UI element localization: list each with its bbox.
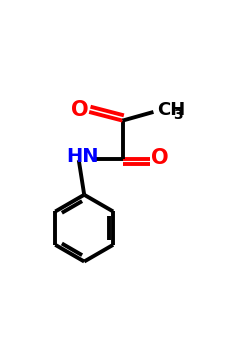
Text: O: O bbox=[151, 148, 169, 168]
Text: O: O bbox=[71, 100, 88, 120]
Text: CH: CH bbox=[157, 101, 186, 119]
Text: HN: HN bbox=[66, 147, 98, 166]
Text: 3: 3 bbox=[173, 108, 182, 122]
